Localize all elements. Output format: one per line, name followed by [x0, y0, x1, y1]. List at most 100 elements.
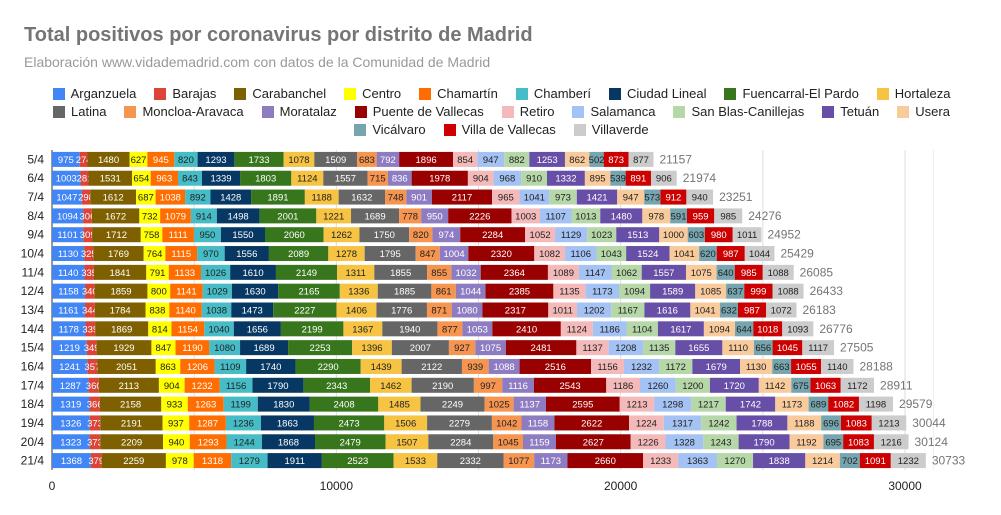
bar-segment	[871, 415, 907, 431]
data-label: 1617	[670, 324, 691, 335]
data-label: 999	[751, 287, 767, 298]
data-label: 1052	[530, 230, 551, 241]
bar-segment	[716, 264, 735, 280]
data-label: 1124	[567, 324, 587, 335]
data-label: 2253	[310, 343, 331, 354]
bar-segment	[384, 415, 428, 431]
bar-segment	[533, 377, 607, 393]
bar-segment	[52, 415, 90, 431]
data-label: 1173	[782, 400, 802, 411]
bar-segment	[437, 321, 463, 337]
data-label: 1115	[171, 249, 191, 260]
bar-segment	[687, 227, 705, 243]
data-label: 820	[178, 155, 194, 166]
y-tick-label: 5/4	[27, 152, 44, 166]
data-label: 1216	[881, 437, 902, 448]
data-label: 906	[656, 174, 672, 185]
bar-segment	[150, 170, 179, 186]
data-label: 820	[413, 230, 429, 241]
legend-swatch	[124, 106, 137, 118]
data-label: 632	[721, 306, 737, 317]
bar-segment	[52, 340, 87, 356]
bar-segment	[52, 377, 89, 393]
bar-segment	[726, 283, 745, 299]
data-label: 1311	[345, 268, 365, 279]
bar-segment	[170, 283, 203, 299]
bar-segment	[251, 189, 305, 205]
data-label: 2385	[509, 287, 530, 298]
data-label: 696	[823, 418, 839, 429]
data-label: 1043	[601, 249, 622, 260]
bar-segment	[521, 170, 547, 186]
bar-segment	[97, 358, 156, 374]
data-label: 1868	[278, 437, 299, 448]
data-label: 2284	[450, 437, 471, 448]
data-label: 1088	[768, 268, 789, 279]
data-label: 1473	[242, 306, 263, 317]
data-label: 968	[499, 174, 515, 185]
data-label: 2523	[347, 456, 368, 467]
data-label: 1776	[391, 306, 412, 317]
legend-item: Usera	[897, 104, 950, 120]
data-label: 373	[87, 418, 103, 429]
bar-segment	[231, 283, 279, 299]
data-label: 1236	[233, 418, 254, 429]
bar-segment	[529, 151, 565, 167]
bar-segment	[461, 358, 489, 374]
data-label: 1830	[273, 400, 294, 411]
bar-segment	[654, 396, 692, 412]
x-tick-label: 30000	[888, 479, 922, 493]
bar-segment	[704, 227, 733, 243]
data-label: 1038	[160, 193, 181, 204]
data-label: 1689	[253, 343, 274, 354]
data-label: 1003	[56, 174, 77, 185]
data-label: 950	[199, 230, 215, 241]
bar-segment	[226, 434, 262, 450]
bar-segment	[147, 283, 171, 299]
bar-segment	[714, 208, 743, 224]
bar-segment	[606, 377, 640, 393]
data-label: 792	[380, 155, 396, 166]
bar-segment	[328, 246, 365, 262]
data-label: 1186	[599, 324, 619, 335]
data-label: 1891	[267, 193, 288, 204]
data-label: 620	[700, 249, 716, 260]
data-label: 1217	[698, 400, 719, 411]
bar-segment	[201, 170, 241, 186]
data-label: 778	[402, 211, 418, 222]
y-tick-label: 7/4	[27, 190, 44, 204]
bar-segment	[233, 321, 281, 337]
data-label: 2627	[583, 437, 604, 448]
data-label: 1214	[812, 456, 833, 467]
bar-segment	[83, 227, 93, 243]
bar-segment	[200, 264, 231, 280]
data-label: 640	[718, 268, 734, 279]
bar-segment	[427, 415, 492, 431]
bar-segment	[385, 434, 429, 450]
data-label: 975	[58, 155, 74, 166]
bar-segment	[589, 151, 604, 167]
bar-segment	[252, 377, 304, 393]
data-label: 2332	[460, 456, 481, 467]
bar-segment	[87, 358, 98, 374]
data-label: 2479	[340, 437, 361, 448]
bar-segment	[644, 302, 691, 318]
data-label: 1044	[749, 249, 770, 260]
chart-title: Total positivos por coronavirus por dist…	[24, 24, 533, 46]
data-label: 2410	[516, 324, 537, 335]
bar-segment	[628, 151, 654, 167]
legend-item: Moratalaz	[261, 104, 337, 120]
bar-segment	[625, 170, 651, 186]
bar-segment	[503, 453, 535, 469]
total-label: 26433	[810, 284, 844, 298]
data-label: 1838	[769, 456, 790, 467]
legend-item: Puente de Vallecas	[354, 104, 484, 120]
bar-segment	[709, 377, 759, 393]
data-label: 1855	[390, 268, 411, 279]
data-label: 2595	[572, 400, 593, 411]
data-label: 2543	[560, 381, 581, 392]
bar-segment	[88, 377, 99, 393]
bar-segment	[406, 189, 432, 205]
legend-label: Usera	[915, 104, 950, 119]
